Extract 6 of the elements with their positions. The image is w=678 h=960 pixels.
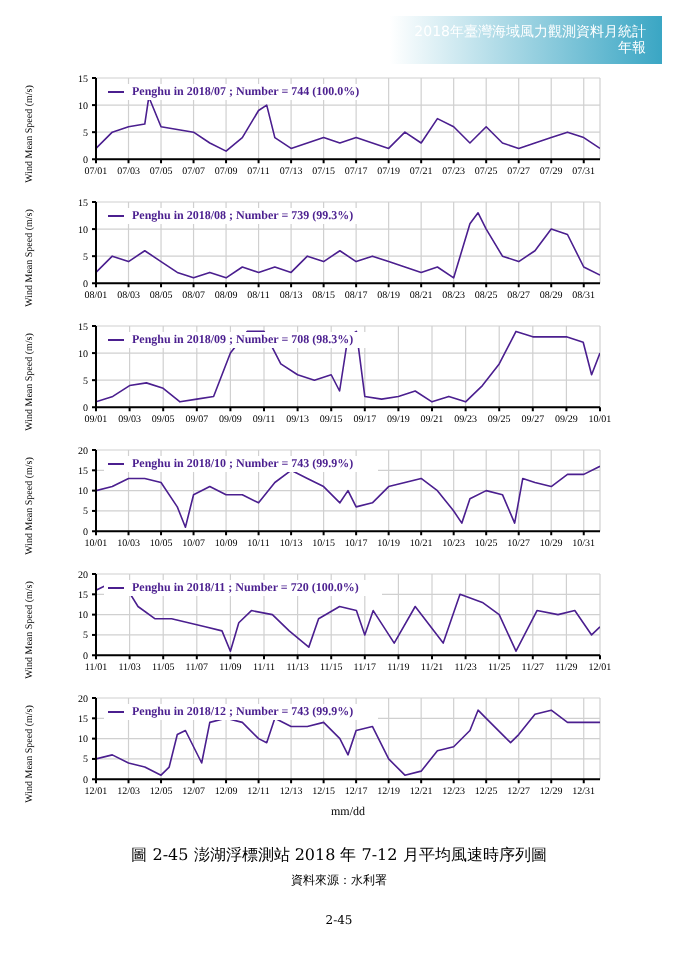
caption: 圖 2-45 澎湖浮標測站 2018 年 7-12 月平均風速時序列圖 <box>129 844 549 866</box>
line-series <box>96 330 600 403</box>
line-series <box>96 96 600 152</box>
line-series <box>96 212 600 279</box>
line-series <box>96 581 600 652</box>
line-series <box>96 709 600 776</box>
